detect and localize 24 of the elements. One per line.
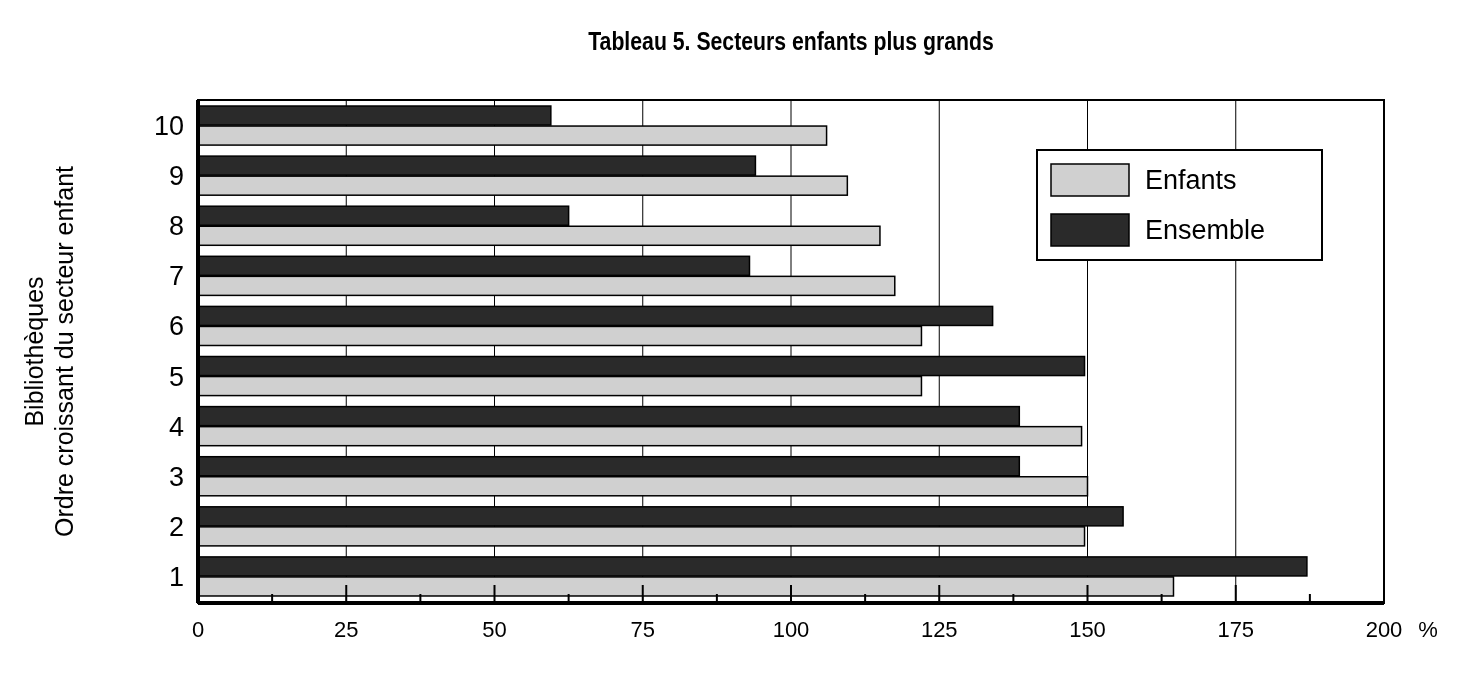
x-tick-label: 100 bbox=[772, 617, 810, 642]
legend-label: Enfants bbox=[1145, 165, 1237, 195]
y-tick-label: 8 bbox=[168, 211, 184, 242]
chart-title: Tableau 5. Secteurs enfants plus grands bbox=[588, 27, 994, 56]
legend-label: Ensemble bbox=[1145, 215, 1266, 245]
y-tick-label: 4 bbox=[168, 411, 184, 442]
x-tick-label: 75 bbox=[630, 617, 655, 642]
y-axis-title: Bibliothèques Ordre croissant du secteur enfant bbox=[20, 165, 78, 538]
x-tick-label: 150 bbox=[1069, 617, 1106, 642]
y-tick-label: 1 bbox=[168, 561, 184, 592]
x-tick-label: 125 bbox=[920, 617, 958, 642]
y-tick-label: 2 bbox=[168, 511, 184, 542]
x-tick-label: 25 bbox=[334, 617, 359, 642]
y-tick-label: 3 bbox=[168, 461, 184, 492]
y-tick-label: 5 bbox=[168, 361, 184, 392]
y-tick-label: 10 bbox=[153, 111, 184, 142]
y-tick-label: 9 bbox=[168, 161, 184, 192]
x-tick-label: 50 bbox=[482, 617, 507, 642]
x-tick-label: 175 bbox=[1217, 617, 1255, 642]
y-tick-label: 6 bbox=[168, 311, 184, 342]
x-axis-title: % bbox=[1418, 617, 1438, 642]
x-tick-label: 200 bbox=[1365, 617, 1403, 642]
x-tick-label: 0 bbox=[191, 617, 205, 642]
y-tick-label: 7 bbox=[168, 261, 184, 292]
